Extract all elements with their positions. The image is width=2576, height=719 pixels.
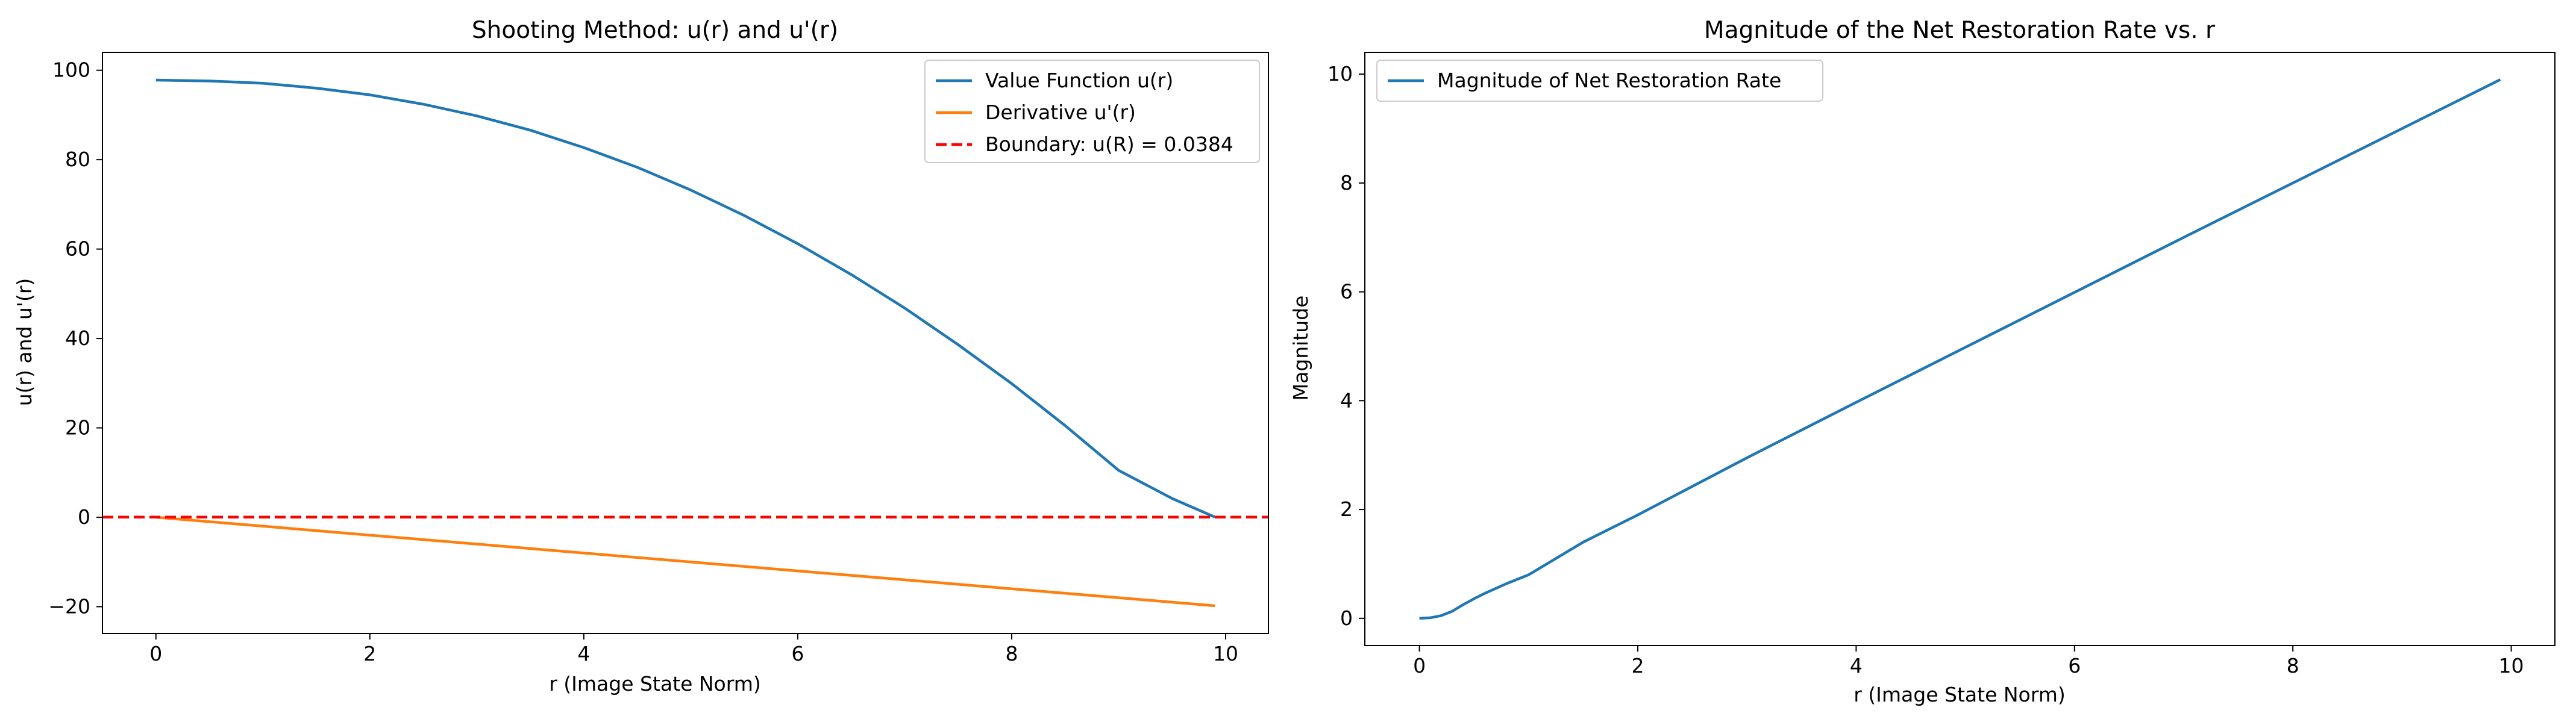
axis-ticks: 0 2 4 6 8 10 0 2 4 6 8 10: [1327, 62, 2524, 677]
y-tick-label: 2: [1340, 497, 1353, 521]
legend: Magnitude of Net Restoration Rate: [1376, 60, 1823, 102]
y-tick-label: 60: [65, 237, 90, 261]
y-tick-label: 0: [1340, 606, 1353, 630]
y-tick-label: −20: [48, 594, 90, 618]
y-tick-label: 0: [78, 505, 90, 529]
x-tick-label: 0: [149, 642, 162, 665]
x-tick-label: 8: [1005, 642, 1018, 665]
y-tick-label: 80: [65, 148, 90, 171]
x-axis-label: r (Image State Norm): [549, 672, 761, 696]
axis-ticks: 0 2 4 6 8 10 −20 0 20 40 60 80 100: [48, 58, 1238, 665]
x-tick-label: 2: [363, 642, 376, 665]
x-tick-label: 4: [1850, 654, 1863, 677]
plot-frame: [102, 52, 1269, 634]
y-tick-label: 20: [65, 416, 90, 440]
y-tick-label: 10: [1327, 62, 1353, 86]
series-line-0: [1419, 78, 2501, 620]
plot-area: [102, 78, 1268, 608]
x-tick-label: 8: [2287, 654, 2299, 677]
x-tick-label: 10: [1213, 642, 1238, 665]
y-tick-label: 8: [1340, 171, 1353, 195]
x-tick-label: 6: [2068, 654, 2081, 677]
x-axis-label: r (Image State Norm): [1854, 683, 2066, 706]
legend-label: Boundary: u(R) = 0.0384: [985, 132, 1233, 156]
legend-box: [1376, 60, 1823, 102]
legend-label: Derivative u'(r): [985, 101, 1136, 124]
x-tick-label: 2: [1631, 654, 1644, 677]
chart-shooting-method: Shooting Method: u(r) and u'(r) r (Image…: [13, 17, 1269, 696]
legend-label: Value Function u(r): [985, 69, 1173, 92]
x-tick-label: 4: [577, 642, 590, 665]
legend-box: [924, 60, 1260, 163]
plot-frame: [1364, 52, 2556, 646]
y-tick-label: 40: [65, 326, 90, 350]
y-tick-label: 100: [52, 58, 90, 82]
y-axis-label: Magnitude: [1289, 296, 1312, 401]
series-line-0: [155, 78, 1216, 518]
y-tick-label: 6: [1340, 280, 1353, 303]
plot-area: [1419, 78, 2501, 620]
legend: Value Function u(r) Derivative u'(r) Bound…: [924, 60, 1260, 163]
chart-title: Magnitude of the Net Restoration Rate vs…: [1704, 17, 2216, 44]
x-tick-label: 10: [2499, 654, 2524, 677]
y-axis-label: u(r) and u'(r): [13, 278, 36, 406]
chart-title: Shooting Method: u(r) and u'(r): [472, 17, 838, 44]
chart-restoration-rate: Magnitude of the Net Restoration Rate vs…: [1289, 17, 2556, 706]
y-tick-label: 4: [1340, 388, 1353, 412]
series-line-1: [155, 515, 1215, 608]
x-tick-label: 6: [791, 642, 804, 665]
legend-label: Magnitude of Net Restoration Rate: [1437, 69, 1781, 92]
x-tick-label: 0: [1413, 654, 1426, 677]
